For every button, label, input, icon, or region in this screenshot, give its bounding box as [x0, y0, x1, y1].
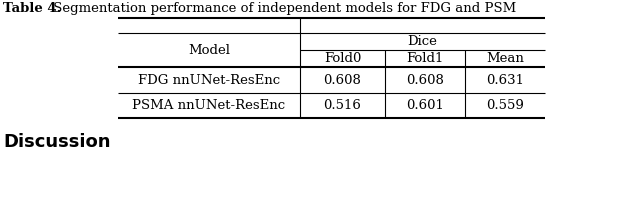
Text: 0.601: 0.601	[406, 99, 444, 112]
Text: PSMA nnUNet-ResEnc: PSMA nnUNet-ResEnc	[132, 99, 285, 112]
Text: Mean: Mean	[486, 52, 524, 65]
Text: Fold0: Fold0	[324, 52, 361, 65]
Text: FDG nnUNet-ResEnc: FDG nnUNet-ResEnc	[138, 73, 280, 87]
Text: Model: Model	[188, 43, 230, 57]
Text: Table 4.: Table 4.	[3, 2, 61, 15]
Text: 0.608: 0.608	[406, 73, 444, 87]
Text: 0.559: 0.559	[486, 99, 524, 112]
Text: Discussion: Discussion	[3, 133, 111, 151]
Text: 0.608: 0.608	[324, 73, 362, 87]
Text: Dice: Dice	[408, 35, 437, 48]
Text: Segmentation performance of independent models for FDG and PSM: Segmentation performance of independent …	[49, 2, 516, 15]
Text: Fold1: Fold1	[406, 52, 444, 65]
Text: 0.631: 0.631	[486, 73, 524, 87]
Text: 0.516: 0.516	[324, 99, 362, 112]
